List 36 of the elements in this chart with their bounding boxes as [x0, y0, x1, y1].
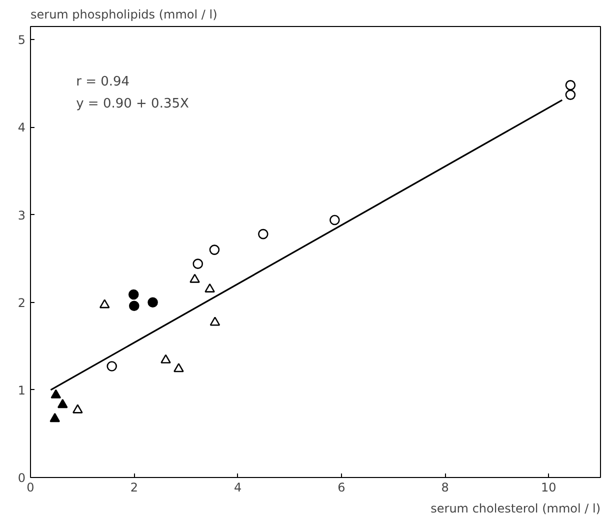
annotation: r = 0.94 [76, 74, 130, 90]
point [128, 300, 140, 311]
point [565, 80, 576, 90]
y-tick-label: 5 [18, 33, 26, 48]
point [50, 389, 62, 398]
point [106, 361, 118, 372]
point [565, 90, 576, 100]
annotation: y = 0.90 + 0.35X [76, 96, 189, 112]
x-tick-label: 4 [234, 480, 242, 494]
point [57, 398, 68, 408]
x-tick-label: 0 [26, 480, 34, 494]
point [72, 404, 83, 414]
point [192, 258, 204, 269]
y-tick-label: 2 [18, 296, 26, 310]
point [190, 274, 200, 283]
x-axis-title: serum cholesterol (mmol / l) [430, 502, 601, 516]
y-tick-label: 0 [18, 471, 26, 485]
x-tick-label: 8 [441, 480, 449, 494]
y-tick-label: 4 [18, 120, 26, 135]
y-tick-label: 1 [18, 383, 26, 398]
x-tick-label: 10 [541, 480, 556, 494]
point [160, 354, 171, 364]
point [174, 363, 184, 372]
point [258, 228, 268, 240]
point [128, 289, 139, 300]
x-tick-label: 6 [338, 480, 346, 494]
point [330, 214, 340, 226]
point [210, 316, 220, 326]
x-tick-label: 2 [130, 480, 138, 494]
y-axis-title: serum phospholipids (mmol / l) [30, 8, 218, 22]
point [50, 412, 60, 422]
y-tick-label: 3 [18, 208, 26, 222]
point [204, 283, 215, 292]
point [99, 299, 110, 308]
point [148, 297, 158, 308]
point [209, 244, 220, 255]
